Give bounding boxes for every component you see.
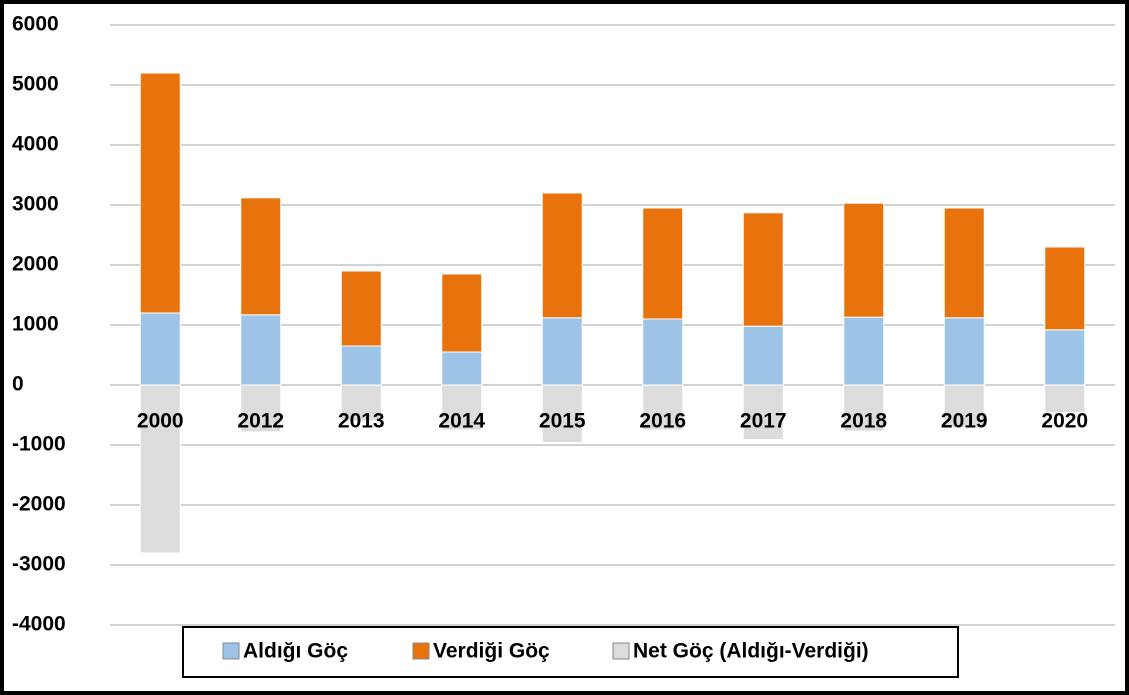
bar-segment [943, 207, 985, 319]
x-tick-label: 2020 [1041, 410, 1088, 433]
bar-segment [943, 317, 985, 386]
bar-segment [340, 270, 382, 347]
x-tick-label: 2019 [941, 410, 988, 433]
x-tick-label: 2014 [438, 410, 485, 433]
x-tick-label: 2015 [539, 410, 586, 433]
bar-segment [1044, 384, 1086, 414]
bar-segment [240, 197, 282, 316]
bar-segment [340, 345, 382, 386]
bar-segment [139, 312, 181, 386]
x-tick-label: 2016 [639, 410, 686, 433]
x-tick-label: 2012 [237, 410, 284, 433]
bar-segment [843, 316, 885, 386]
legend-swatch [412, 642, 430, 660]
legend-label: Verdiği Göç [433, 640, 550, 663]
y-tick-label: 5000 [12, 73, 59, 96]
y-tick-label: -4000 [12, 613, 66, 636]
bar-segment [441, 273, 483, 353]
bar-segment [642, 318, 684, 386]
y-tick-label: 0 [12, 373, 24, 396]
bar-segment [742, 325, 784, 386]
bar-segment [943, 384, 985, 429]
bar-segment [742, 384, 784, 441]
bar-segment [742, 212, 784, 327]
bar-segment [240, 384, 282, 433]
y-tick-label: -2000 [12, 493, 66, 516]
y-tick-label: 6000 [12, 13, 59, 36]
x-tick-label: 2000 [137, 410, 184, 433]
bar-segment [541, 192, 583, 319]
legend-label: Net Göç (Aldığı-Verdiği) [633, 640, 869, 663]
bar-segment [441, 351, 483, 386]
bar-segment [139, 384, 181, 554]
bar-segment [642, 207, 684, 320]
bar-segment [1044, 329, 1086, 386]
bar-segment [642, 384, 684, 431]
y-tick-label: 1000 [12, 313, 59, 336]
bar-segment [340, 384, 382, 422]
y-tick-label: 3000 [12, 193, 59, 216]
y-tick-label: -1000 [12, 433, 66, 456]
legend-box [182, 626, 959, 678]
x-tick-label: 2013 [338, 410, 385, 433]
bar-segment [441, 384, 483, 431]
legend-swatch [222, 642, 240, 660]
bar-segment [541, 317, 583, 386]
y-tick-label: 2000 [12, 253, 59, 276]
bar-segment [139, 72, 181, 314]
bar-segment [1044, 246, 1086, 331]
legend-swatch [612, 642, 630, 660]
bar-segment [843, 384, 885, 432]
bar-segment [843, 202, 885, 318]
x-tick-label: 2017 [740, 410, 787, 433]
y-tick-label: -3000 [12, 553, 66, 576]
legend-label: Aldığı Göç [243, 640, 348, 663]
y-tick-label: 4000 [12, 133, 59, 156]
bar-segment [541, 384, 583, 444]
x-tick-label: 2018 [840, 410, 887, 433]
bar-segment [240, 314, 282, 386]
